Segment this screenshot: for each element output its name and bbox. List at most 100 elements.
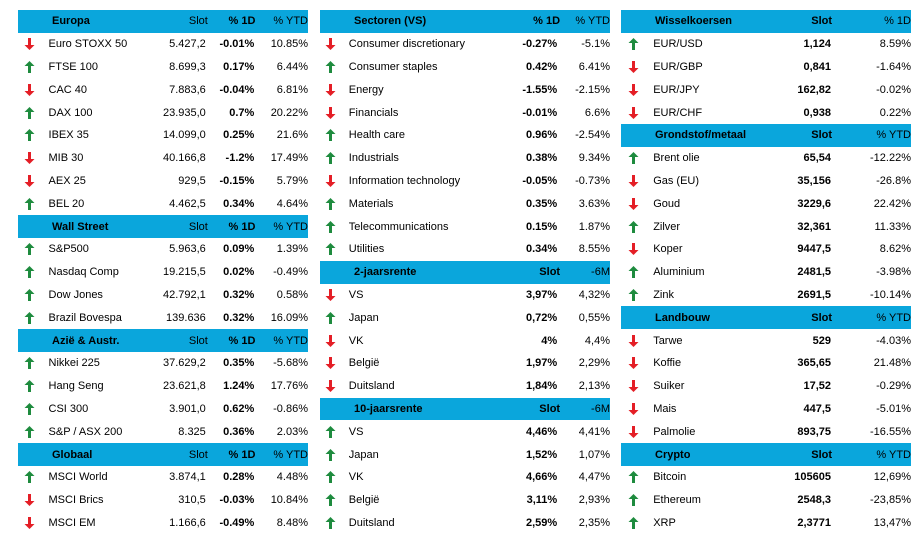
header-col2: % 1D	[533, 15, 561, 28]
value-col2: 529	[812, 334, 831, 347]
table-row: Consumer discretionary -0.27% -5.1%	[320, 33, 610, 56]
instrument-name: Aluminium	[653, 266, 705, 279]
close-value: 139.636	[166, 311, 206, 324]
value-col2: 0.7%	[229, 106, 255, 119]
table-row: MSCI EM 1.166,6 -0.49% 8.48%	[18, 512, 308, 535]
table-row: Japan 1,52% 1,07%	[320, 443, 610, 466]
section-header: Wisselkoersen Slot % 1D	[621, 10, 911, 33]
value-col3: 0,55%	[578, 311, 610, 324]
table-row: VS 3,97% 4,32%	[320, 284, 610, 307]
table-row: Health care 0.96% -2.54%	[320, 124, 610, 147]
close-value: 1.166,6	[169, 516, 206, 529]
value-col2: 3,97%	[526, 288, 558, 301]
value-col3: 2,29%	[578, 357, 610, 370]
section-header: Landbouw Slot % YTD	[621, 306, 911, 330]
value-col2: 0.96%	[526, 129, 558, 142]
instrument-name: XRP	[653, 516, 676, 529]
close-value: 8.325	[178, 425, 206, 438]
value-col2: 0.42%	[526, 60, 558, 73]
table-row: FTSE 100 8.699,3 0.17% 6.44%	[18, 56, 308, 79]
value-col3: 0.58%	[276, 288, 308, 301]
instrument-name: VS	[348, 288, 364, 301]
table-row: Nasdaq Comp 19.215,5 0.02% -0.49%	[18, 261, 308, 284]
table-row: Duitsland 2,59% 2,35%	[320, 512, 610, 535]
arrow-down-icon	[320, 170, 341, 193]
header-col3: % YTD	[575, 15, 610, 28]
header-slot: Slot	[188, 220, 208, 233]
table-row: Aluminium 2481,5 -3.98%	[621, 261, 911, 284]
value-col2: 365,65	[797, 357, 831, 370]
arrow-up-icon	[18, 306, 41, 329]
arrow-down-icon	[621, 56, 645, 79]
table-row: Financials -0.01% 6.6%	[320, 101, 610, 124]
close-value: 3.874,1	[169, 471, 206, 484]
instrument-name: Consumer staples	[348, 60, 438, 73]
arrow-up-icon	[621, 147, 645, 170]
instrument-name: België	[348, 357, 380, 370]
value-col3: -26.8%	[876, 174, 911, 187]
value-col2: 0.34%	[223, 197, 255, 210]
close-value: 310,5	[178, 494, 206, 507]
header-col2: % 1D	[228, 220, 256, 233]
value-col3: 12,69%	[873, 471, 911, 484]
table-row: MIB 30 40.166,8 -1.2% 17.49%	[18, 147, 308, 170]
value-col2: -0.05%	[522, 174, 558, 187]
instrument-name: S&P500	[48, 243, 89, 256]
arrow-up-icon	[18, 124, 41, 147]
close-value: 23.621,8	[162, 380, 206, 393]
value-col2: 1.24%	[223, 380, 255, 393]
value-col2: -0.27%	[522, 38, 558, 51]
value-col3: 8.55%	[578, 243, 610, 256]
header-col3: % YTD	[273, 448, 308, 461]
arrow-up-icon	[621, 466, 645, 489]
value-col3: 0.22%	[879, 106, 911, 119]
value-col3: -2.15%	[575, 83, 610, 96]
header-col2: Slot	[811, 15, 833, 28]
close-value: 40.166,8	[162, 152, 206, 165]
arrow-down-icon	[18, 170, 41, 193]
instrument-name: CSI 300	[48, 402, 89, 415]
close-value: 3.901,0	[169, 402, 206, 415]
value-col2: 1,124	[803, 38, 831, 51]
instrument-name: EUR/CHF	[653, 106, 703, 119]
instrument-name: Mais	[653, 402, 677, 415]
value-col2: 0.32%	[223, 288, 255, 301]
value-col3: -4.03%	[876, 334, 911, 347]
table-row: Telecommunications 0.15% 1.87%	[320, 215, 610, 238]
arrow-down-icon	[621, 352, 645, 375]
value-col3: 6.81%	[276, 83, 308, 96]
value-col2: 17,52	[803, 380, 831, 393]
section-header: Crypto Slot % YTD	[621, 443, 911, 466]
instrument-name: MSCI Brics	[48, 494, 104, 507]
arrow-down-icon	[18, 33, 41, 56]
value-col3: 10.84%	[270, 494, 308, 507]
arrow-up-icon	[18, 398, 41, 421]
close-value: 929,5	[178, 174, 206, 187]
table-row: Brazil Bovespa 139.636 0.32% 16.09%	[18, 306, 308, 329]
close-value: 37.629,2	[162, 357, 206, 370]
table-row: MSCI Brics 310,5 -0.03% 10.84%	[18, 489, 308, 512]
table-row: XRP 2,3771 13,47%	[621, 512, 911, 535]
value-col2: 2481,5	[797, 266, 831, 279]
arrow-down-icon	[320, 329, 341, 352]
value-col2: 35,156	[797, 174, 831, 187]
value-col2: 0.09%	[223, 243, 255, 256]
table-row: Gas (EU) 35,156 -26.8%	[621, 170, 911, 193]
value-col3: 1,07%	[578, 448, 610, 461]
arrow-down-icon	[320, 352, 341, 375]
value-col3: 21.48%	[873, 357, 911, 370]
value-col3: -5.01%	[876, 402, 911, 415]
value-col2: -0.03%	[219, 494, 255, 507]
value-col2: 0,72%	[526, 311, 558, 324]
value-col2: 105605	[794, 471, 831, 484]
value-col3: -0.86%	[273, 402, 308, 415]
value-col2: 0.34%	[526, 243, 558, 256]
table-row: Koper 9447,5 8.62%	[621, 238, 911, 261]
arrow-up-icon	[320, 489, 341, 512]
value-col2: 0.17%	[223, 60, 255, 73]
value-col2: 2,3771	[797, 516, 831, 529]
value-col3: 8.59%	[879, 38, 911, 51]
instrument-name: Palmolie	[653, 425, 696, 438]
value-col3: -0.29%	[876, 380, 911, 393]
header-col3: -6M	[591, 402, 610, 415]
